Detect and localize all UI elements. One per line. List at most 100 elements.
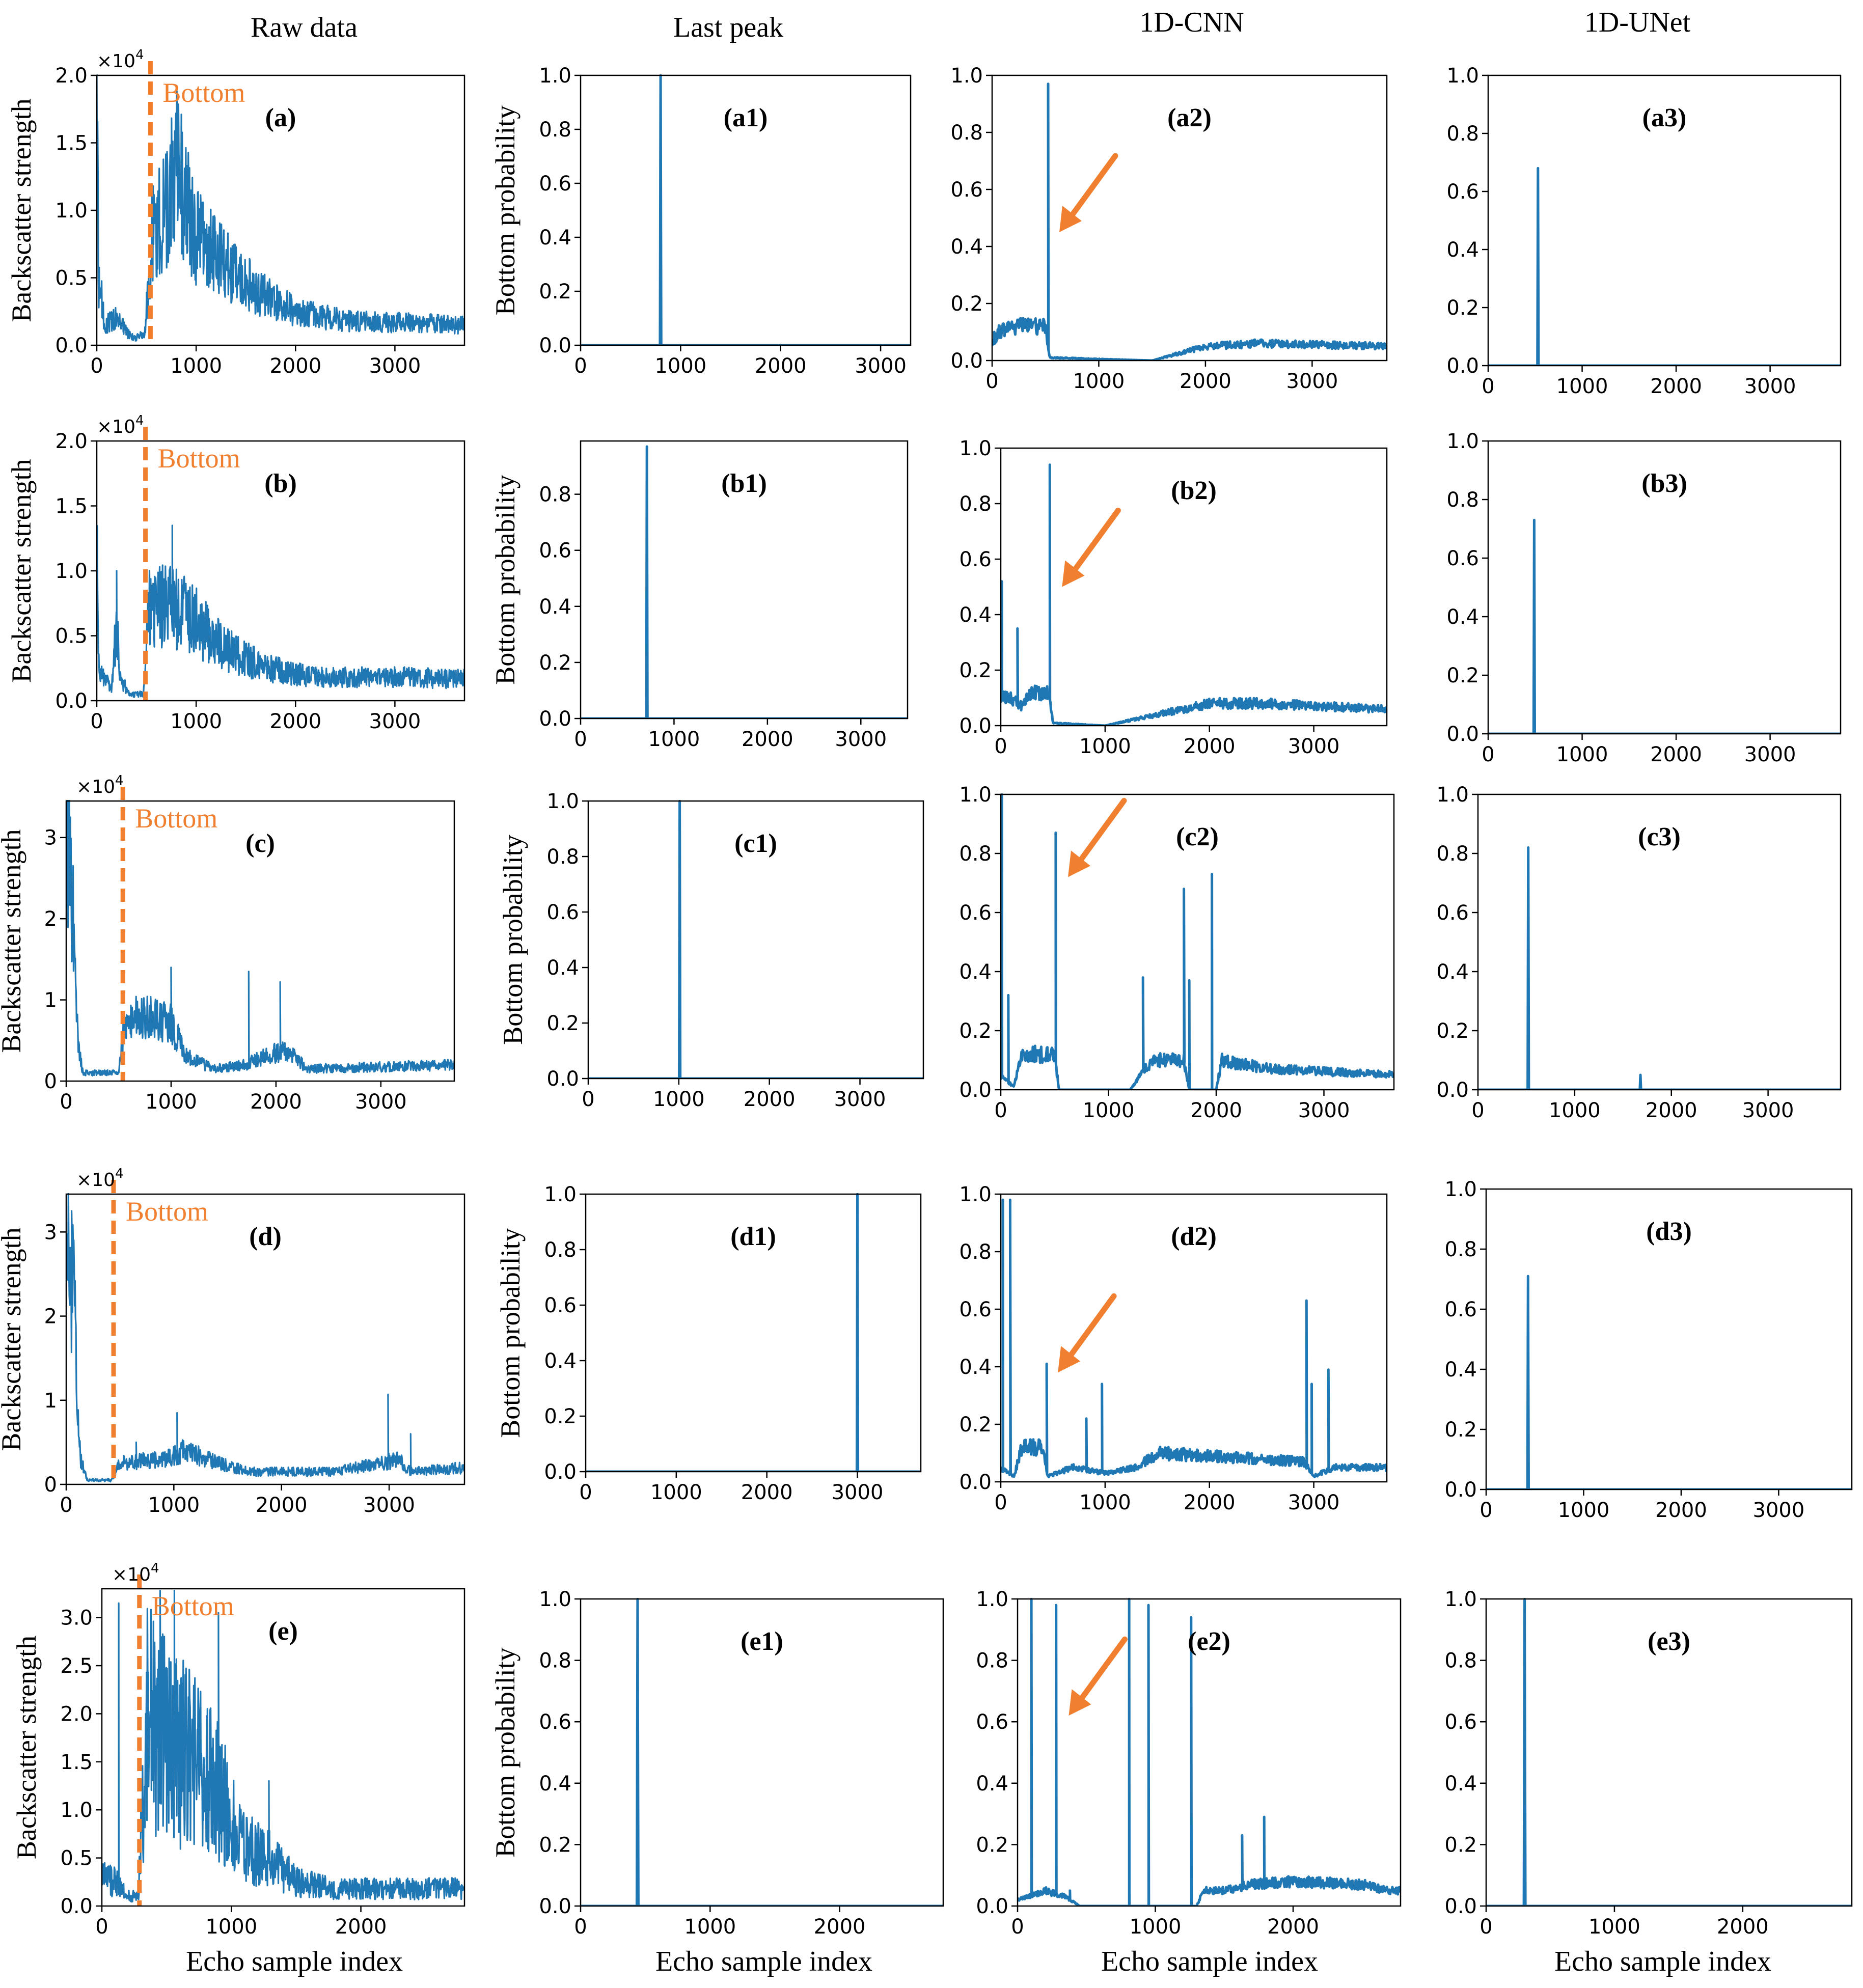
panel-c: Bottom 0 1 2 3 0 1000 2000 3000 ×104 (c) Backscatte… xyxy=(0,773,455,1114)
series-line-a2 xyxy=(992,82,1387,361)
arrow-shaft-a2 xyxy=(1065,153,1118,223)
xtick-label-d2: 2000 xyxy=(1184,1491,1236,1514)
panel-label-a: (a) xyxy=(265,103,296,132)
xtick-label-c3: 3000 xyxy=(1742,1099,1794,1122)
ytick-label-e3: 0.2 xyxy=(1444,1833,1477,1857)
plot-frame-c3 xyxy=(1477,793,1842,1091)
xtick-label-c1: 2000 xyxy=(744,1088,796,1111)
ytick-label-c1: 0.2 xyxy=(546,1012,579,1035)
xtick-label-e1: 1000 xyxy=(684,1915,736,1939)
ytick-label-e2: 1.0 xyxy=(976,1588,1008,1611)
y-multiplier-a: ×104 xyxy=(97,47,144,72)
xtick-label-c3: 0 xyxy=(1471,1099,1484,1122)
xtick-label-c: 3000 xyxy=(355,1090,407,1114)
xtick-label-b: 2000 xyxy=(269,710,321,733)
ytick-label-c2: 0.8 xyxy=(959,842,992,866)
panel-a3: 0.0 0.2 0.4 0.6 0.8 1.0 0 1000 2000 3000 (a3) xyxy=(1446,64,1842,398)
arrow-shaft-e2 xyxy=(1075,1636,1128,1706)
x-axis-label-col4: Echo sample index xyxy=(1554,1946,1771,1977)
panel-label-b: (b) xyxy=(264,469,297,498)
ytick-label-e3: 0.6 xyxy=(1444,1710,1477,1734)
series-line-d xyxy=(66,1193,464,1483)
xtick-label-e1: 0 xyxy=(574,1915,587,1939)
ytick-label-c2: 0.4 xyxy=(959,960,992,984)
y-multiplier-exponent: 4 xyxy=(151,1561,159,1576)
panel-label-c1: (c1) xyxy=(734,829,777,858)
ytick-label-a2: 0.2 xyxy=(950,292,983,316)
xtick-label-e2: 2000 xyxy=(1267,1915,1319,1939)
series-line-c2 xyxy=(1001,793,1394,1090)
ytick-label-b2: 0.2 xyxy=(959,659,992,682)
ytick-label-c2: 1.0 xyxy=(959,783,992,807)
xtick-label-d1: 1000 xyxy=(650,1481,702,1504)
arrow-head-d2 xyxy=(1058,1346,1081,1373)
ytick-label-b: 0.0 xyxy=(55,689,88,713)
xtick-label-b3: 3000 xyxy=(1744,743,1796,766)
y-multiplier-exponent: 4 xyxy=(115,1166,124,1181)
ytick-label-b2: 0.4 xyxy=(959,603,992,627)
xtick-label-c: 1000 xyxy=(145,1090,197,1114)
ytick-label-b3: 0.8 xyxy=(1446,488,1479,512)
ytick-label-d1: 0.8 xyxy=(544,1238,577,1262)
ytick-label-a3: 0.0 xyxy=(1446,354,1479,378)
xtick-label-e3: 2000 xyxy=(1717,1915,1769,1939)
arrow-shaft-b2 xyxy=(1068,508,1121,577)
xtick-label-e1: 2000 xyxy=(814,1915,866,1939)
xtick-label-b2: 1000 xyxy=(1079,735,1131,758)
series-line-b3 xyxy=(1488,518,1841,734)
arrow-shaft-d2 xyxy=(1064,1293,1117,1363)
ytick-label-c3: 0.8 xyxy=(1436,842,1469,866)
x-axis-label-col2: Echo sample index xyxy=(655,1946,872,1977)
xtick-label-c3: 1000 xyxy=(1549,1099,1601,1122)
y-multiplier-b: ×104 xyxy=(97,413,144,437)
ytick-label-c2: 0.6 xyxy=(959,901,992,925)
ytick-label-a2: 0.4 xyxy=(950,235,983,259)
xtick-label-c2: 3000 xyxy=(1298,1099,1350,1122)
ytick-label-e: 2.5 xyxy=(60,1654,93,1678)
ytick-label-a: 1.5 xyxy=(55,132,88,155)
ytick-label-c1: 0.6 xyxy=(546,901,579,924)
plot-frame-c xyxy=(65,800,455,1082)
ytick-label-c2: 0.0 xyxy=(959,1079,992,1102)
series-line-d2 xyxy=(1001,1198,1387,1479)
ytick-label-c3: 0.6 xyxy=(1436,901,1469,925)
xtick-label-d3: 1000 xyxy=(1558,1499,1610,1522)
series-line-e xyxy=(102,1590,464,1903)
ytick-label-a1: 1.0 xyxy=(539,64,571,88)
plot-frame-c1 xyxy=(587,800,924,1080)
panel-label-b3: (b3) xyxy=(1641,469,1687,498)
ytick-label-a: 1.0 xyxy=(55,199,88,223)
ytick-label-a3: 0.6 xyxy=(1446,180,1479,204)
plot-frame-e2 xyxy=(1017,1598,1402,1907)
series-line-b2 xyxy=(1001,463,1387,726)
ytick-label-e1: 0.8 xyxy=(539,1649,571,1673)
ytick-label-d: 3 xyxy=(44,1221,57,1244)
ytick-label-c: 0 xyxy=(44,1070,57,1093)
y-axis-label-e1: Bottom probability xyxy=(490,1647,520,1858)
ytick-label-d3: 0.6 xyxy=(1444,1298,1477,1321)
ytick-label-e2: 0.6 xyxy=(976,1710,1008,1734)
panel-label-b2: (b2) xyxy=(1171,476,1217,505)
panel-e2: 0.0 0.2 0.4 0.6 0.8 1.0 0 1000 2000 (e2) xyxy=(976,1588,1402,1939)
series-line-b xyxy=(97,524,464,698)
panel-b: Bottom 0.0 0.5 1.0 1.5 2.0 0 1000 2000 3000 ×104 (b… xyxy=(6,413,465,733)
plot-frame-d2 xyxy=(1000,1193,1388,1483)
xtick-label-e: 2000 xyxy=(335,1915,387,1939)
ytick-label-e2: 0.8 xyxy=(976,1649,1008,1673)
xtick-label-b1: 3000 xyxy=(835,728,887,751)
ytick-label-c1: 0.0 xyxy=(546,1067,579,1091)
arrow-head-e2 xyxy=(1069,1689,1091,1716)
series-line-d3 xyxy=(1486,1275,1852,1489)
x-axis-label-col1: Echo sample index xyxy=(186,1946,403,1977)
y-axis-label-e: Backscatter strength xyxy=(11,1636,42,1859)
xtick-label-c: 0 xyxy=(60,1090,72,1114)
ytick-label-a: 0.0 xyxy=(55,334,88,357)
ytick-label-b1: 0.0 xyxy=(539,707,571,731)
ytick-label-d3: 0.8 xyxy=(1444,1238,1477,1261)
xtick-label-a2: 2000 xyxy=(1180,370,1231,393)
xtick-label-b3: 0 xyxy=(1482,743,1494,766)
xtick-label-c1: 1000 xyxy=(653,1088,705,1111)
xtick-label-b: 3000 xyxy=(369,710,421,733)
ytick-label-a3: 0.8 xyxy=(1446,122,1479,146)
ytick-label-c: 2 xyxy=(44,907,57,931)
